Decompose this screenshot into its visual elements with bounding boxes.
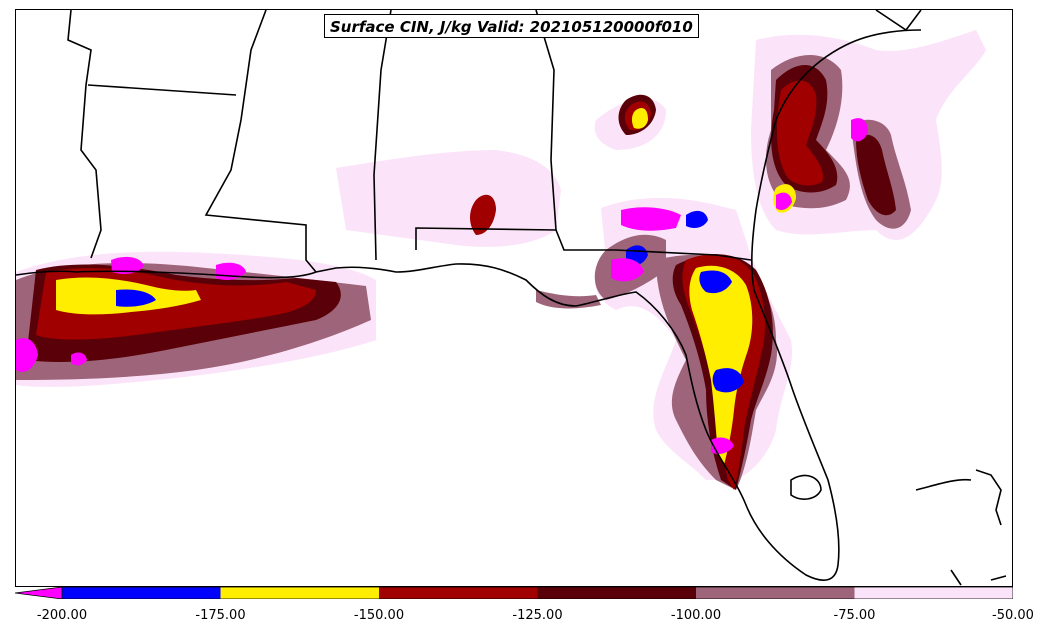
colorbar-tick-label: -50.00: [992, 608, 1034, 623]
cin-map: [16, 10, 1007, 586]
colorbar-extend-min: [15, 587, 63, 599]
colorbar-tick-label: -75.00: [833, 608, 876, 623]
cin-layer-magenta: [16, 118, 868, 454]
colorbar-bin-1: [220, 587, 379, 599]
colorbar-tick-label: -200.00: [36, 608, 88, 623]
colorbar-tick-label: -150.00: [353, 608, 405, 623]
colorbar-bin-0: [62, 587, 221, 599]
colorbar: [15, 587, 1013, 599]
colorbar-tick-label: -175.00: [195, 608, 246, 623]
colorbar-bin-3: [537, 587, 696, 599]
colorbar-bin-2: [379, 587, 538, 599]
map-panel: [15, 9, 1013, 587]
map-title: Surface CIN, J/kg Valid: 202105120000f01…: [324, 14, 699, 38]
colorbar-bin-4: [696, 587, 855, 599]
boundaries: [16, 10, 1007, 586]
colorbar-tick-label: -125.00: [512, 608, 563, 623]
colorbar-bin-5: [854, 587, 1013, 599]
colorbar-graphic: [15, 587, 1013, 599]
colorbar-tick-label: -100.00: [670, 608, 722, 623]
